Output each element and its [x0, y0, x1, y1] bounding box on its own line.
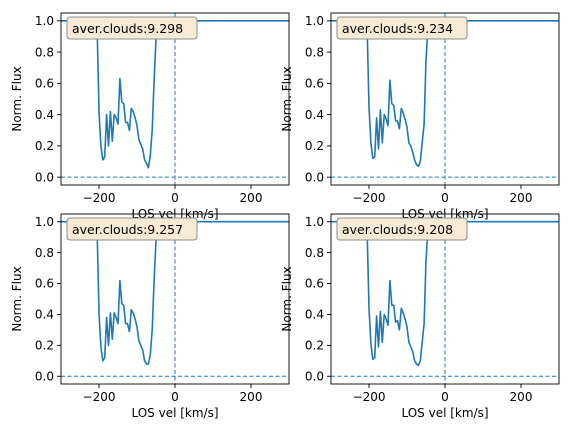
annotation-text: aver.clouds:9.298 [72, 21, 183, 36]
annotation-background [336, 16, 468, 40]
x-axis-label: LOS vel [km/s] [131, 406, 218, 420]
y-tick-label: 0.4 [305, 108, 324, 122]
x-tick-label: −200 [83, 390, 116, 404]
x-tick-label: −200 [353, 191, 386, 205]
annotation-text: aver.clouds:9.208 [342, 222, 453, 237]
x-tick-label: 200 [240, 390, 263, 404]
y-tick-label: 0.4 [305, 308, 324, 322]
y-tick-label: 0.8 [305, 45, 324, 59]
y-axis-label: Norm. Flux [280, 266, 294, 331]
y-tick-label: 0.8 [35, 246, 54, 260]
y-tick-label: 0.8 [305, 246, 324, 260]
y-tick-label: 0.6 [305, 77, 324, 91]
y-tick-label: 1.0 [305, 215, 324, 229]
y-tick-label: 1.0 [35, 14, 54, 28]
x-tick-label: 0 [441, 390, 449, 404]
annotation-text: aver.clouds:9.234 [342, 21, 453, 36]
x-tick-label: −200 [83, 191, 116, 205]
x-tick-label: −200 [353, 390, 386, 404]
y-tick-label: 0.2 [305, 339, 324, 353]
y-tick-label: 0.6 [305, 277, 324, 291]
x-tick-label: 0 [171, 191, 179, 205]
y-tick-label: 0.0 [305, 170, 324, 184]
annotation-box: aver.clouds:9.234 [336, 16, 468, 40]
y-tick-label: 1.0 [35, 215, 54, 229]
annotation-background [66, 16, 198, 40]
y-axis-label: Norm. Flux [10, 266, 24, 331]
y-tick-label: 0.6 [35, 277, 54, 291]
subplot-3: −200 0 200 0.0 0.2 0.4 0.6 0.8 1.0 LOS vel [km/s]… [10, 213, 290, 420]
y-tick-label: 0.6 [35, 77, 54, 91]
annotation-text: aver.clouds:9.257 [72, 222, 183, 237]
x-tick-label: 0 [171, 390, 179, 404]
y-tick-label: 0.4 [35, 108, 54, 122]
x-tick-label: 0 [441, 191, 449, 205]
annotation-box: aver.clouds:9.257 [66, 217, 198, 241]
y-axis-label: Norm. Flux [280, 66, 294, 131]
y-tick-label: 0.0 [35, 369, 54, 383]
y-tick-label: 0.2 [305, 139, 324, 153]
y-tick-label: 0.2 [35, 139, 54, 153]
x-axis-label: LOS vel [km/s] [401, 406, 488, 420]
x-tick-label: 200 [240, 191, 263, 205]
x-tick-label: 200 [510, 191, 533, 205]
y-axis-label: Norm. Flux [10, 66, 24, 131]
y-tick-label: 0.0 [35, 170, 54, 184]
y-tick-label: 0.4 [35, 308, 54, 322]
x-tick-label: 200 [510, 390, 533, 404]
y-tick-label: 0.2 [35, 339, 54, 353]
annotation-background [66, 217, 198, 241]
y-tick-label: 0.0 [305, 369, 324, 383]
subplot-4: −200 0 200 0.0 0.2 0.4 0.6 0.8 1.0 LOS vel [km/s]… [280, 213, 560, 420]
annotation-box: aver.clouds:9.208 [336, 217, 468, 241]
y-tick-label: 0.8 [35, 45, 54, 59]
annotation-box: aver.clouds:9.298 [66, 16, 198, 40]
annotation-background [336, 217, 468, 241]
y-tick-label: 1.0 [305, 14, 324, 28]
